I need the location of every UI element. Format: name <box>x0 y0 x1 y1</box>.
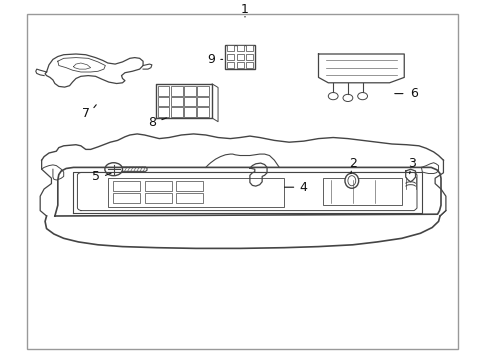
Bar <box>171 86 182 96</box>
Ellipse shape <box>348 176 356 186</box>
Bar <box>246 62 253 68</box>
Circle shape <box>343 94 353 102</box>
Bar <box>145 193 171 203</box>
Text: 8: 8 <box>148 116 156 129</box>
Bar <box>113 193 140 203</box>
Text: 6: 6 <box>410 87 418 100</box>
Bar <box>171 97 182 106</box>
Bar <box>184 107 196 117</box>
Bar <box>246 54 253 59</box>
Text: 9: 9 <box>207 53 215 66</box>
Bar <box>323 178 402 205</box>
Ellipse shape <box>345 173 359 188</box>
Text: 2: 2 <box>349 157 357 170</box>
Bar <box>158 107 170 117</box>
Bar <box>176 181 203 191</box>
Bar <box>176 193 203 203</box>
Bar <box>158 86 170 96</box>
Bar <box>227 62 234 68</box>
Bar <box>246 45 253 51</box>
Circle shape <box>328 93 338 100</box>
Bar <box>227 45 234 51</box>
Text: 3: 3 <box>408 157 416 170</box>
Bar <box>227 54 234 59</box>
Bar <box>145 181 171 191</box>
Bar <box>237 45 244 51</box>
Text: 1: 1 <box>241 3 249 15</box>
Bar <box>237 62 244 68</box>
Bar <box>171 107 182 117</box>
Text: 4: 4 <box>300 181 308 194</box>
Bar <box>184 97 196 106</box>
Bar <box>113 181 140 191</box>
Bar <box>225 45 255 69</box>
Circle shape <box>105 163 122 176</box>
Bar <box>184 86 196 96</box>
Circle shape <box>358 93 368 100</box>
Text: 5: 5 <box>92 170 99 183</box>
Bar <box>27 14 458 349</box>
Bar <box>197 86 209 96</box>
Bar <box>237 54 244 59</box>
Bar <box>197 107 209 117</box>
Bar <box>197 97 209 106</box>
Bar <box>158 97 170 106</box>
Bar <box>108 178 284 207</box>
Text: 7: 7 <box>82 107 90 120</box>
